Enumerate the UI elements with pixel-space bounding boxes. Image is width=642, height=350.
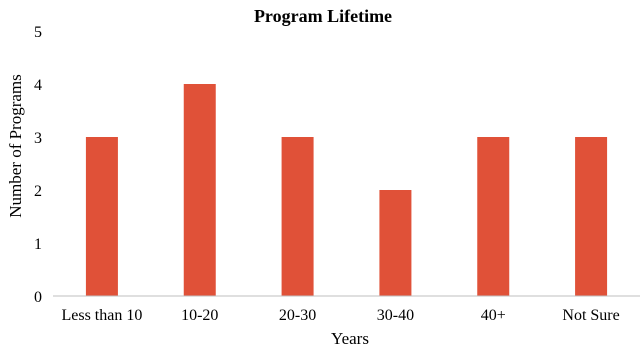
x-tick-label: 40+ (481, 307, 506, 324)
x-axis-label: Years (331, 329, 369, 348)
bar (477, 137, 510, 296)
y-tick-label: 5 (34, 24, 42, 41)
x-tick-labels: Less than 10 10-20 20-30 30-40 40+ Not Sure (61, 307, 619, 324)
x-tick-label: 10-20 (181, 307, 218, 324)
bar (379, 190, 412, 296)
bar (183, 84, 216, 296)
chart-title: Program Lifetime (254, 6, 392, 26)
y-tick-label: 3 (34, 130, 42, 147)
bar (85, 137, 118, 296)
x-tick-label: 20-30 (279, 307, 316, 324)
bar (281, 137, 314, 296)
bar (575, 137, 608, 296)
x-tick-label: Not Sure (562, 307, 619, 324)
y-tick-label: 2 (34, 183, 42, 200)
y-tick-label: 1 (34, 236, 42, 253)
bar-series (85, 84, 608, 296)
y-tick-label: 0 (34, 289, 42, 306)
x-tick-label: 30-40 (377, 307, 414, 324)
x-tick-label: Less than 10 (61, 307, 142, 324)
y-tick-label: 4 (34, 77, 42, 94)
y-tick-labels: 0 1 2 3 4 5 (34, 24, 42, 306)
y-axis-label: Number of Programs (6, 74, 25, 218)
